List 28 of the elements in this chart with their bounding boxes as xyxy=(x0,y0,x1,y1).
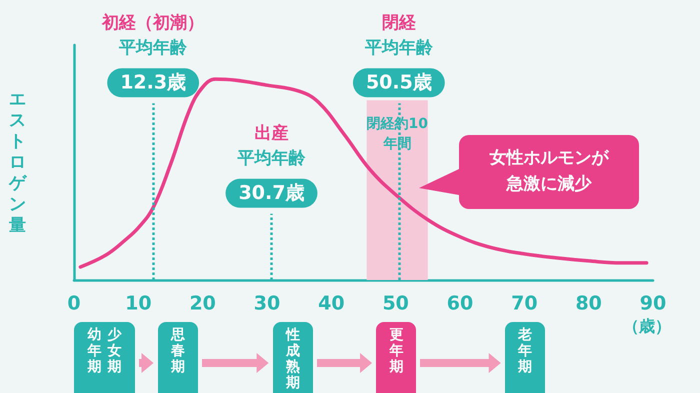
x-tick-label: 50 xyxy=(382,292,409,314)
text: 少女期 xyxy=(107,327,122,377)
text: 幼年期 xyxy=(87,327,102,377)
x-tick-label: 0 xyxy=(67,292,81,314)
text: 初経（初潮） xyxy=(101,13,204,34)
x-tick-label: 30 xyxy=(254,292,280,314)
annotation: 女性ホルモンが急激に減少 xyxy=(488,147,610,196)
text: 老年期 xyxy=(517,327,532,377)
x-tick-label: 20 xyxy=(189,292,216,314)
ref-line-label: 30.7歳 xyxy=(238,182,304,204)
x-tick-label: 60 xyxy=(446,292,474,314)
x-tick-label: 70 xyxy=(511,292,538,314)
x-tick-label: 80 xyxy=(575,292,602,314)
y-axis-title: エストロゲン量 xyxy=(8,90,28,236)
x-tick-label: 10 xyxy=(125,292,152,314)
annotation: 出産 xyxy=(254,124,289,144)
text: 性成熟期 xyxy=(286,327,301,393)
ref-line-label: 50.5歳 xyxy=(366,72,432,94)
ref-line-label: 12.3歳 xyxy=(120,72,186,94)
text: 閉経 xyxy=(382,13,417,34)
x-tick-label: 90 xyxy=(640,292,666,314)
x-tick-label: 40 xyxy=(318,292,345,314)
text: 更年期 xyxy=(388,327,404,377)
text: 思春期 xyxy=(170,327,186,377)
annotation: 平均年齢 xyxy=(236,148,307,169)
x-axis-title: （歳） xyxy=(623,316,671,336)
text: 平均年齢 xyxy=(364,38,434,58)
text: 平均年齢 xyxy=(118,38,188,58)
